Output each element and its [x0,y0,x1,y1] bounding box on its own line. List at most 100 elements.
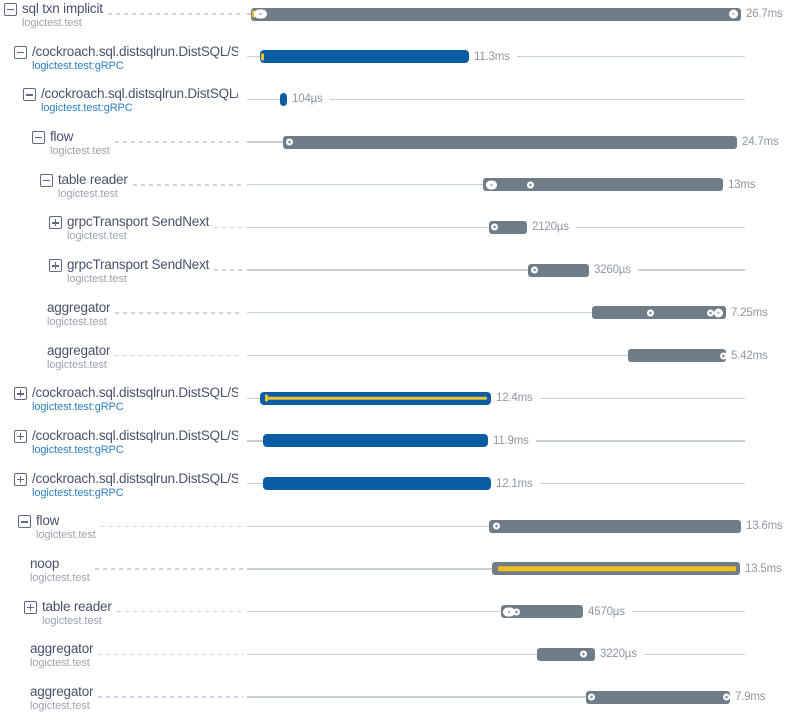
span-label-block: table reader logictest.test [42,599,112,627]
span-track: 2120µs [247,220,772,234]
span-title: aggregator [30,641,94,657]
row-leader: /cockroach.sql.distsqlrun.DistSQL/Set lo… [0,384,247,413]
span-bar[interactable] [283,135,737,149]
trace-row: aggregator logictest.test 7.9ms [0,683,786,726]
collapse-icon[interactable] [40,173,53,187]
span-service[interactable]: logictest.test:gRPC [32,443,124,456]
child-span-marker[interactable] [513,608,520,616]
minus-glyph [43,179,50,182]
child-span-marker[interactable] [647,309,654,317]
child-span-marker[interactable] [720,352,727,359]
lead-line [247,440,263,442]
minus-glyph [26,94,33,96]
span-bar[interactable] [489,519,741,533]
span-duration: 26.7ms [746,8,783,20]
collapse-icon[interactable] [32,131,45,145]
span-service[interactable]: logictest.test:gRPC [41,102,133,115]
trace-row: /cockroach.sql.distsqlrun.DistSQL/Set lo… [0,427,786,470]
span-bar[interactable] [263,434,488,448]
span-bar[interactable] [260,391,491,405]
row-leader: flow logictest.test [0,512,247,541]
span-duration: 13.5ms [745,562,782,575]
span-bar[interactable] [501,605,583,619]
span-title: /cockroach.sql.distsqlrun.DistSQL/Set [32,385,238,401]
span-bar[interactable] [586,690,730,704]
span-bar[interactable] [483,178,723,192]
child-span-marker[interactable] [527,181,534,189]
expand-icon[interactable] [14,387,27,401]
span-service[interactable]: logictest.test:gRPC [32,59,124,72]
span-bar[interactable] [528,263,589,277]
collapse-icon[interactable] [23,88,36,102]
span-title: aggregator [47,342,111,358]
plus-glyph [30,603,32,611]
expand-icon[interactable] [49,216,62,230]
child-span-marker[interactable] [493,522,500,530]
span-labels: sql txn implicit logictest.test [0,0,103,29]
span-labels: grpcTransport SendNext logictest.test [0,213,209,242]
span-title: flow [50,129,74,145]
child-span-marker[interactable] [286,138,293,146]
minus-glyph [7,9,14,11]
span-title: /cockroach.sql.distsqlrun.DistSQL/Set [32,470,238,486]
collapse-icon[interactable] [14,45,27,59]
span-service: logictest.test [22,17,82,29]
span-track: 4570µs [247,605,772,619]
child-span-marker[interactable] [723,693,730,701]
span-track: 7.25ms [247,306,772,320]
span-bar[interactable] [251,7,741,21]
child-span-marker[interactable] [729,9,738,19]
yellow-tick-marker [252,10,255,18]
span-label-block: aggregator logictest.test [47,299,111,328]
span-service[interactable]: logictest.test:gRPC [32,401,124,414]
child-span-marker[interactable] [714,308,723,318]
child-span-marker[interactable] [254,9,267,19]
span-bar[interactable] [628,349,727,362]
span-duration: 3220µs [600,648,637,661]
child-span-marker[interactable] [486,180,497,190]
span-title: /cockroach.sql.distsqlrun.DistSQL/S [41,86,238,102]
child-span-marker[interactable] [531,266,538,274]
span-labels: /cockroach.sql.distsqlrun.DistSQL/S logi… [0,85,238,114]
span-bar[interactable] [263,477,491,491]
span-title: grpcTransport SendNext [67,257,210,273]
lead-line [247,226,489,229]
span-label-block: /cockroach.sql.distsqlrun.DistSQL/Set lo… [32,386,238,413]
span-track: 24.7ms [247,135,779,149]
span-labels: flow logictest.test [0,512,96,541]
span-bar[interactable] [489,220,527,234]
span-label-block: aggregator logictest.test [30,642,93,669]
expand-icon[interactable] [14,429,27,443]
child-span-marker[interactable] [707,309,714,317]
expand-icon[interactable] [14,472,27,486]
child-span-marker[interactable] [503,607,515,617]
span-track: 26.7ms [247,7,783,21]
child-span-marker[interactable] [588,693,595,701]
span-title: /cockroach.sql.distsqlrun.DistSQL/Set [32,427,238,443]
trailing-line [631,610,745,613]
child-span-marker[interactable] [580,650,587,658]
span-bar[interactable] [537,647,595,661]
child-span-marker[interactable] [491,223,498,231]
span-bar[interactable] [592,306,726,320]
plus-glyph [20,475,22,483]
span-duration: 13ms [728,178,756,191]
collapse-icon[interactable] [18,515,31,529]
expand-icon[interactable] [24,600,37,614]
span-bar[interactable] [280,92,287,106]
span-title: aggregator [47,299,111,315]
span-bar[interactable] [492,562,740,576]
leader-dashes [100,525,243,527]
lead-line [247,397,260,399]
trace-row: table reader logictest.test 13ms [0,171,786,214]
collapse-icon[interactable] [4,3,17,16]
lead-line [247,482,263,485]
span-label-block: flow logictest.test [50,130,110,157]
trace-row: flow logictest.test 24.7ms [0,128,786,171]
span-service[interactable]: logictest.test:gRPC [32,486,124,499]
span-bar[interactable] [260,50,469,64]
span-title: aggregator [30,684,94,699]
span-duration: 7.9ms [735,691,766,703]
trace-row: table reader logictest.test 4570µs [0,598,786,641]
expand-icon[interactable] [49,259,62,273]
